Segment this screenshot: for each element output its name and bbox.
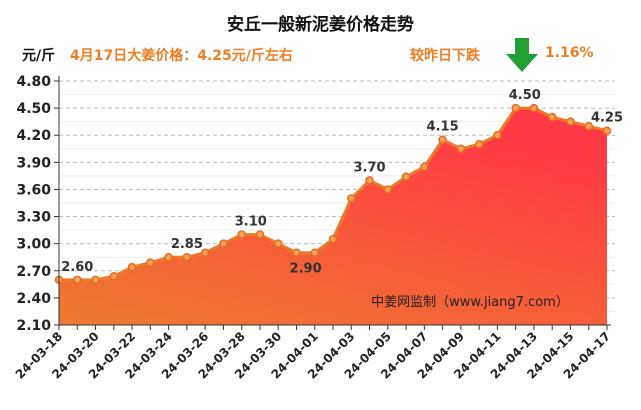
change-percent: 1.16%: [545, 45, 594, 61]
data-point: [547, 112, 557, 122]
data-point: [584, 121, 593, 131]
data-point: [73, 275, 82, 285]
y-tick-label: 3.30: [16, 210, 51, 226]
data-point: [200, 248, 210, 257]
data-point: [328, 234, 338, 244]
y-tick-label: 3.60: [16, 182, 51, 198]
data-point: [127, 262, 137, 272]
data-label: 2.85: [171, 237, 203, 252]
data-label: 4.50: [509, 88, 541, 103]
y-tick-label: 4.20: [16, 128, 51, 144]
data-point: [219, 239, 228, 248]
data-point: [511, 103, 520, 113]
y-tick-label: 4.80: [16, 74, 51, 90]
change-label: 较昨日下跌: [410, 48, 480, 64]
data-point: [347, 194, 356, 203]
data-point: [237, 230, 246, 239]
area-fill: [59, 108, 607, 325]
unit-label: 元/斤: [22, 48, 56, 64]
data-point: [164, 252, 173, 262]
data-point: [292, 248, 301, 257]
data-point: [273, 239, 283, 248]
y-tick-label: 3.00: [16, 237, 51, 253]
data-point: [602, 126, 612, 135]
data-point: [401, 172, 411, 182]
data-point: [255, 230, 265, 239]
data-point: [383, 185, 393, 194]
data-point: [493, 130, 502, 140]
data-point: [529, 103, 539, 113]
watermark: 中姜网监制（www.jiang7.com）: [371, 295, 569, 310]
y-tick-label: 4.50: [16, 101, 51, 117]
y-tick-label: 2.40: [16, 291, 51, 307]
data-point: [109, 271, 119, 281]
data-point: [566, 117, 575, 126]
data-point: [474, 140, 484, 149]
price-summary: 4月17日大姜价格：4.25元/斤左右: [70, 48, 293, 64]
down-arrow-icon: [506, 38, 538, 72]
data-point: [438, 135, 447, 144]
y-tick-label: 2.70: [16, 264, 51, 280]
data-label: 4.15: [427, 120, 459, 135]
y-tick-label: 3.90: [16, 155, 51, 171]
data-point: [456, 144, 466, 154]
data-point: [365, 176, 374, 185]
data-label: 2.60: [61, 260, 93, 275]
y-tick-label: 2.10: [16, 318, 51, 334]
data-label: 4.25: [591, 111, 623, 126]
data-point: [91, 275, 100, 285]
chart-title: 安丘一般新泥姜价格走势: [227, 15, 414, 35]
data-label: 3.10: [235, 215, 267, 230]
data-label: 3.70: [353, 160, 385, 175]
data-point: [420, 162, 429, 172]
data-label: 2.90: [290, 262, 322, 277]
data-point: [310, 248, 319, 257]
data-point: [182, 252, 192, 262]
data-point: [146, 258, 155, 267]
